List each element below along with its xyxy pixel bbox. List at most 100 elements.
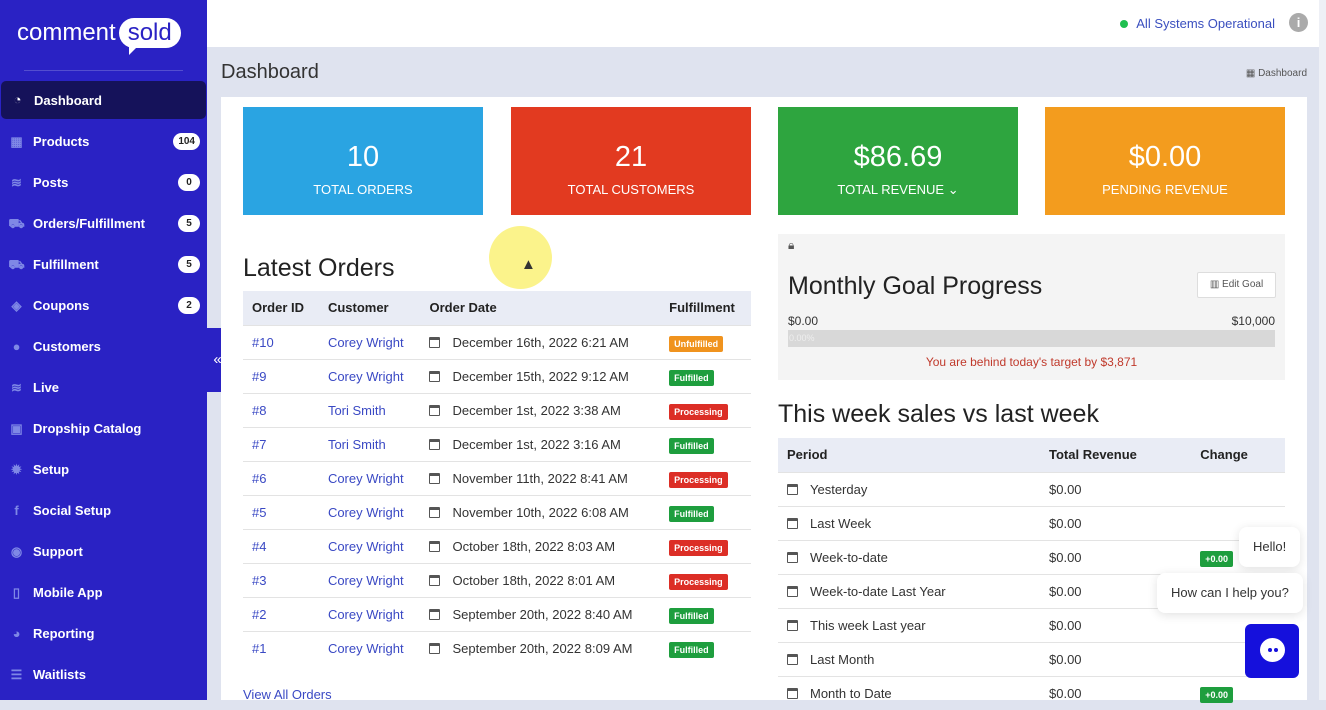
info-icon[interactable]: i (1289, 13, 1308, 32)
order-id-link[interactable]: #8 (252, 402, 267, 418)
week-sales-title: This week sales vs last week (778, 400, 1099, 428)
sidebar-item-waitlists[interactable]: ☰ Waitlists (0, 654, 207, 695)
stat-card[interactable]: $0.00 PENDING REVENUE (1045, 107, 1285, 215)
order-id-link[interactable]: #10 (252, 334, 274, 350)
customer-link[interactable]: Corey Wright (327, 606, 404, 622)
view-all-orders-link[interactable]: View All Orders (243, 687, 332, 702)
stat-label: TOTAL ORDERS (313, 182, 413, 197)
chat-bubble-icon (1260, 638, 1285, 662)
sidebar-item-label: Reporting (33, 626, 95, 641)
calendar-icon (429, 404, 441, 416)
scrollbar[interactable] (1319, 0, 1326, 700)
calendar-icon (787, 687, 798, 699)
monthly-goal-box: 🔒︎ Monthly Goal Progress ▥ Edit Goal $0.… (778, 234, 1285, 380)
list-icon: ☰ (10, 666, 23, 682)
order-id-link[interactable]: #3 (252, 572, 267, 588)
user-icon: ● (12, 338, 21, 354)
sidebar-item-label: Customers (33, 339, 101, 354)
table-row: Last Week $0.00 (778, 505, 1285, 540)
count-badge: 0 (178, 174, 200, 191)
goal-progress-label: 0.00% (789, 333, 815, 343)
logo[interactable]: comment sold (17, 18, 181, 55)
sidebar-item-setup[interactable]: ✹ Setup (0, 449, 207, 490)
goal-max: $10,000 (1231, 314, 1275, 328)
table-row: This week Last year $0.00 (778, 607, 1285, 642)
ticket-icon: ◈ (11, 297, 22, 313)
logo-text: comment (17, 19, 116, 46)
order-id-link[interactable]: #7 (252, 436, 267, 452)
sidebar-item-customers[interactable]: ● Customers (0, 326, 207, 367)
period: This week Last year (810, 617, 926, 633)
stat-label: PENDING REVENUE (1102, 182, 1228, 197)
order-id-link[interactable]: #1 (252, 640, 267, 656)
order-id-link[interactable]: #6 (252, 470, 267, 486)
stat-card[interactable]: $86.69 TOTAL REVENUE ⌄ (778, 107, 1018, 215)
period: Week-to-date (810, 549, 888, 565)
sidebar-item-mobile-app[interactable]: ▯ Mobile App (0, 572, 207, 613)
calendar-icon (787, 551, 798, 563)
sidebar-item-live[interactable]: ≋ Live (0, 367, 207, 408)
customer-link[interactable]: Corey Wright (327, 334, 404, 350)
order-id-link[interactable]: #9 (252, 368, 267, 384)
customer-link[interactable]: Corey Wright (327, 640, 404, 656)
stat-card[interactable]: 21 TOTAL CUSTOMERS (511, 107, 751, 215)
sidebar-item-posts[interactable]: ≋ Posts 0 (0, 162, 207, 203)
divider (24, 70, 183, 71)
mobile-icon: ▯ (12, 584, 21, 600)
sidebar-item-dropship-catalog[interactable]: ▣ Dropship Catalog (0, 408, 207, 449)
edit-goal-button[interactable]: ▥ Edit Goal (1197, 272, 1276, 298)
fulfillment-status-badge: Processing (669, 471, 728, 488)
goal-message: You are behind today's target by $3,871 (925, 355, 1138, 369)
customer-link[interactable]: Corey Wright (327, 368, 404, 384)
column-header: Fulfillment (660, 291, 751, 325)
sidebar-item-label: Fulfillment (33, 257, 99, 272)
status-text: All Systems Operational (1136, 16, 1275, 31)
customer-link[interactable]: Corey Wright (327, 470, 404, 486)
customer-link[interactable]: Corey Wright (327, 538, 404, 554)
order-id-link[interactable]: #2 (252, 606, 267, 622)
dashboard-icon: ◔ (13, 92, 22, 107)
customer-link[interactable]: Corey Wright (327, 572, 404, 588)
fulfillment-status-badge: Fulfilled (669, 607, 714, 624)
sidebar-item-label: Support (33, 544, 83, 559)
goal-title: Monthly Goal Progress (788, 272, 1043, 300)
order-id-link[interactable]: #4 (252, 538, 267, 554)
order-id-link[interactable]: #5 (252, 504, 267, 520)
stat-card[interactable]: 10 TOTAL ORDERS (243, 107, 483, 215)
sidebar-item-coupons[interactable]: ◈ Coupons 2 (0, 285, 207, 326)
system-status-link[interactable]: All Systems Operational (1120, 16, 1275, 31)
sidebar-item-orders-fulfillment[interactable]: ⛟ Orders/Fulfillment 5 (0, 203, 207, 244)
page-title: Dashboard (221, 61, 319, 83)
stat-value: 21 (614, 141, 648, 173)
calendar-icon (429, 540, 441, 552)
customer-link[interactable]: Tori Smith (327, 436, 386, 452)
chat-launcher-button[interactable] (1245, 624, 1299, 678)
pie-chart-icon: ◕ (12, 625, 21, 641)
fulfillment-status-badge: Processing (669, 539, 728, 556)
customer-link[interactable]: Tori Smith (327, 402, 386, 418)
table-row: Week-to-date $0.00 +0.00 (778, 539, 1285, 574)
edit-goal-label: Edit Goal (1222, 279, 1264, 290)
sidebar-nav: ◔ Dashboard ▦ Products 104 ≋ Posts 0 ⛟ Orders/Ful… (0, 80, 207, 695)
period: Last Week (810, 515, 872, 531)
rss-icon: ≋ (11, 379, 22, 395)
sidebar-item-support[interactable]: ◉ Support (0, 531, 207, 572)
total-revenue: $0.00 (1040, 641, 1192, 676)
count-badge: 5 (178, 256, 200, 273)
lock-icon: 🔒︎ (788, 238, 795, 252)
sidebar-item-dashboard[interactable]: ◔ Dashboard (1, 81, 206, 119)
fulfillment-status-badge: Processing (669, 573, 728, 590)
count-badge: 2 (178, 297, 200, 314)
sidebar-item-social-setup[interactable]: f Social Setup (0, 490, 207, 531)
sidebar-item-reporting[interactable]: ◕ Reporting (0, 613, 207, 654)
breadcrumb[interactable]: ▦ Dashboard (1245, 68, 1307, 79)
calendar-icon (429, 506, 441, 518)
customer-link[interactable]: Corey Wright (327, 504, 404, 520)
change-badge: +0.00 (1200, 550, 1233, 567)
chat-message-hello: Hello! (1239, 527, 1301, 567)
sidebar-item-label: Posts (33, 175, 69, 190)
sidebar-item-fulfillment[interactable]: ⛟ Fulfillment 5 (0, 244, 207, 285)
sidebar-item-products[interactable]: ▦ Products 104 (0, 121, 207, 162)
gears-icon: ✹ (11, 461, 22, 477)
latest-orders-title: Latest Orders (243, 254, 395, 282)
